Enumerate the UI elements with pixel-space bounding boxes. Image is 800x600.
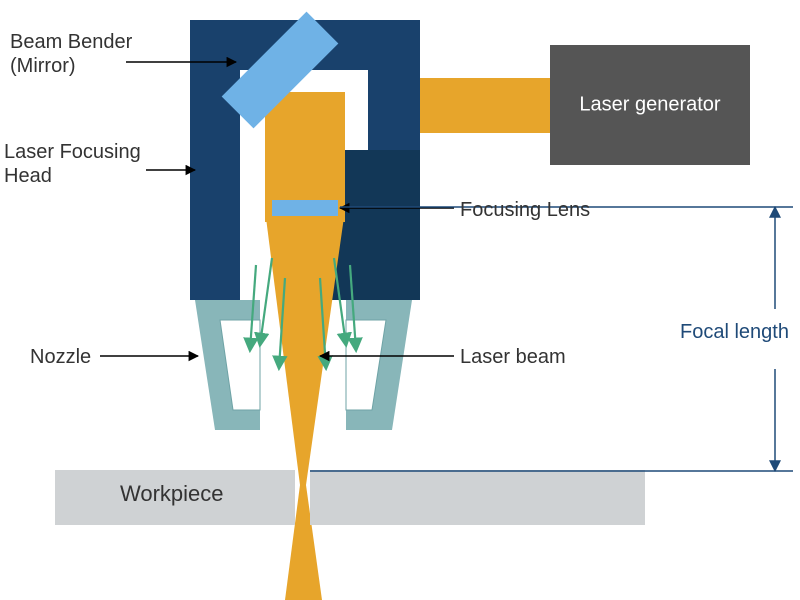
- label-focusing-lens: Focusing Lens: [460, 198, 590, 222]
- label-focal-length: Focal length: [680, 320, 789, 344]
- svg-text:Laser generator: Laser generator: [579, 93, 721, 115]
- laser-beam-cone: [265, 210, 345, 485]
- laser-generator-box: Laser generator: [550, 45, 750, 165]
- nozzle-left: [195, 300, 260, 430]
- label-nozzle: Nozzle: [30, 345, 91, 369]
- svg-text:Workpiece: Workpiece: [120, 481, 224, 506]
- diagram-svg: Laser generator Workpiece: [0, 0, 800, 600]
- nozzle-right: [346, 300, 412, 430]
- label-laser-beam: Laser beam: [460, 345, 566, 369]
- label-focusing-head: Laser Focusing Head: [4, 140, 141, 188]
- workpiece: Workpiece: [55, 470, 645, 525]
- diagram-stage: Laser generator Workpiece Beam Bender (M…: [0, 0, 800, 600]
- label-beam-bender: Beam Bender (Mirror): [10, 30, 132, 78]
- focusing-lens: [272, 200, 338, 216]
